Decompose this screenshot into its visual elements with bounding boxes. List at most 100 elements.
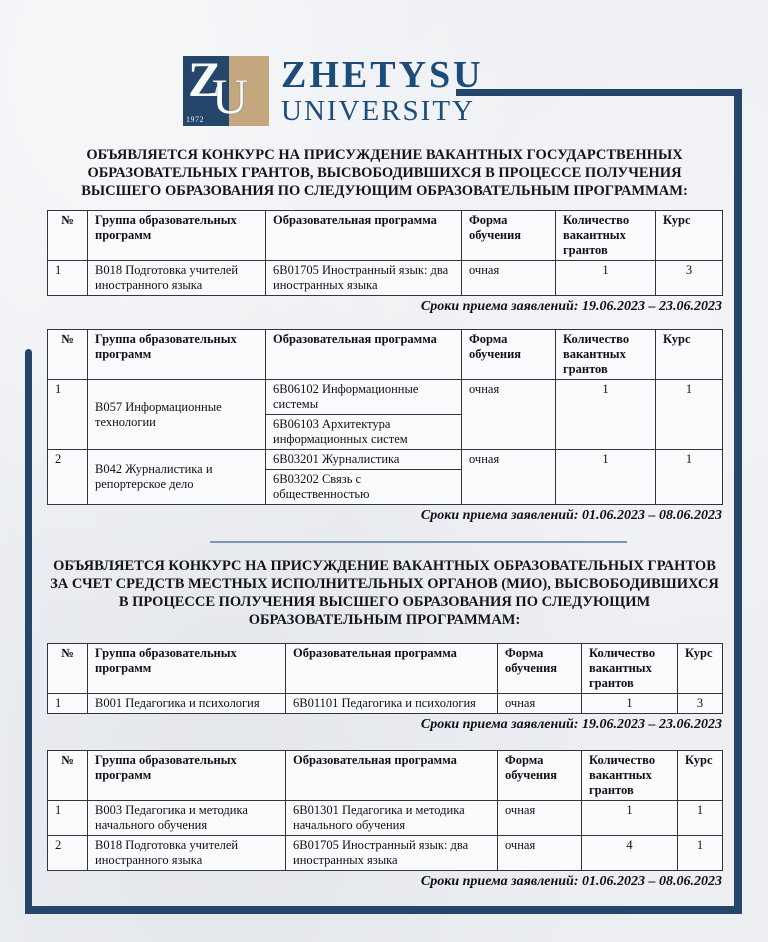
col-header-num: № xyxy=(47,329,88,380)
cell-program: 6В06103 Архитектура информационных систе… xyxy=(265,414,462,450)
university-emblem-icon: Z U 1972 xyxy=(183,51,269,126)
col-header-course: Курс xyxy=(655,329,723,380)
emblem-founding-year: 1972 xyxy=(186,115,204,124)
cell-course: 1 xyxy=(677,800,723,836)
cell-program: 6В06102 Информационные системы xyxy=(265,379,462,415)
cell-course: 1 xyxy=(655,379,723,450)
deadline-note-4: Сроки приема заявлений: 01.06.2023 – 08.… xyxy=(420,874,722,889)
cell-form: очная xyxy=(497,693,582,714)
cell-form: очная xyxy=(461,260,556,296)
col-header-grants: Количество вакантных грантов xyxy=(581,643,678,694)
cell-course: 3 xyxy=(677,693,723,714)
table-header-row: № Группа образовательных программ Образо… xyxy=(47,210,723,261)
cell-form: очная xyxy=(461,449,556,505)
cell-group: В057 Информационные технологии xyxy=(87,379,266,450)
cell-grants: 1 xyxy=(555,379,656,450)
table-header-row: № Группа образовательных программ Образо… xyxy=(47,329,723,380)
cell-course: 1 xyxy=(655,449,723,505)
table-row: 1 В003 Педагогика и методика начального … xyxy=(47,800,723,836)
col-header-program: Образовательная программа xyxy=(285,643,498,694)
col-header-grants: Количество вакантных грантов xyxy=(555,210,656,261)
col-header-group: Группа образовательных программ xyxy=(87,210,266,261)
col-header-num: № xyxy=(47,643,88,694)
logo-title: ZHETYSU xyxy=(281,54,484,96)
frame-left-bar xyxy=(25,349,32,906)
state-grants-table-1: № Группа образовательных программ Образо… xyxy=(47,210,723,296)
mio-grants-table-2: № Группа образовательных программ Образо… xyxy=(47,750,723,871)
cell-num: 1 xyxy=(47,800,88,836)
col-header-program: Образовательная программа xyxy=(285,750,498,801)
cell-grants: 1 xyxy=(581,693,678,714)
cell-group: В003 Педагогика и методика начального об… xyxy=(87,800,286,836)
announcement-body: ОБЪЯВЛЯЕТСЯ КОНКУРС НА ПРИСУЖДЕНИЕ ВАКАН… xyxy=(47,130,723,891)
cell-program: 6В03202 Связь с общественностью xyxy=(265,469,462,505)
cell-grants: 1 xyxy=(555,449,656,505)
frame-top-right-bar xyxy=(456,89,742,96)
cell-form: очная xyxy=(497,800,582,836)
emblem-letter-z: Z xyxy=(188,51,222,107)
col-header-grants: Количество вакантных грантов xyxy=(555,329,656,380)
state-grants-table-2: № Группа образовательных программ Образо… xyxy=(47,329,723,505)
section-divider-line xyxy=(210,541,627,543)
col-header-program: Образовательная программа xyxy=(265,210,462,261)
col-header-num: № xyxy=(47,750,88,801)
mio-grants-table-1: № Группа образовательных программ Образо… xyxy=(47,643,723,714)
cell-program: 6В01301 Педагогика и методика начального… xyxy=(285,800,498,836)
col-header-group: Группа образовательных программ xyxy=(87,329,266,380)
logo-wordmark: ZHETYSU UNIVERSITY xyxy=(281,56,484,126)
cell-course: 1 xyxy=(677,835,723,871)
cell-course: 3 xyxy=(655,260,723,296)
col-header-course: Курс xyxy=(655,210,723,261)
cell-grants: 1 xyxy=(581,800,678,836)
frame-right-bar xyxy=(734,89,742,914)
cell-grants: 1 xyxy=(555,260,656,296)
cell-num: 1 xyxy=(47,693,88,714)
col-header-form: Форма обучения xyxy=(461,329,556,380)
col-header-form: Форма обучения xyxy=(461,210,556,261)
col-header-grants: Количество вакантных грантов xyxy=(581,750,678,801)
deadline-note-2: Сроки приема заявлений: 01.06.2023 – 08.… xyxy=(420,508,722,523)
table-row: 2 В042 Журналистика и репортерское дело … xyxy=(47,449,723,505)
cell-group: В018 Подготовка учителей иностранного яз… xyxy=(87,835,286,871)
cell-form: очная xyxy=(497,835,582,871)
announcement-heading-mio-grants: ОБЪЯВЛЯЕТСЯ КОНКУРС НА ПРИСУЖДЕНИЕ ВАКАН… xyxy=(50,558,719,628)
col-header-group: Группа образовательных программ xyxy=(87,750,286,801)
cell-group: В018 Подготовка учителей иностранного яз… xyxy=(87,260,266,296)
logo-subtitle: UNIVERSITY xyxy=(281,95,475,127)
table-row: 1 В001 Педагогика и психология 6В01101 П… xyxy=(47,693,723,714)
table-subrow: 6В03202 Связь с общественностью xyxy=(48,469,723,505)
col-header-course: Курс xyxy=(677,643,723,694)
table-row: 1 В018 Подготовка учителей иностранного … xyxy=(47,260,723,296)
frame-bottom-bar xyxy=(25,906,742,914)
announcement-heading-state-grants: ОБЪЯВЛЯЕТСЯ КОНКУРС НА ПРИСУЖДЕНИЕ ВАКАН… xyxy=(81,147,688,199)
emblem-letter-u: U xyxy=(212,68,249,124)
table-row: 2 В018 Подготовка учителей иностранного … xyxy=(47,835,723,871)
cell-num: 1 xyxy=(47,260,88,296)
cell-form: очная xyxy=(461,379,556,450)
cell-num: 2 xyxy=(47,449,88,505)
cell-group: В042 Журналистика и репортерское дело xyxy=(87,449,266,505)
table-row: 1 В057 Информационные технологии 6В06102… xyxy=(47,379,723,450)
emblem-tan-block xyxy=(229,56,269,126)
col-header-program: Образовательная программа xyxy=(265,329,462,380)
cell-program: 6В01101 Педагогика и психология xyxy=(285,693,498,714)
col-header-course: Курс xyxy=(677,750,723,801)
table-subrow: 6В06103 Архитектура информационных систе… xyxy=(48,414,723,450)
deadline-note-1: Сроки приема заявлений: 19.06.2023 – 23.… xyxy=(420,299,722,314)
cell-program: 6В01705 Иностранный язык: два иностранны… xyxy=(265,260,462,296)
table-header-row: № Группа образовательных программ Образо… xyxy=(47,750,723,801)
col-header-num: № xyxy=(47,210,88,261)
cell-program: 6В01705 Иностранный язык: два иностранны… xyxy=(285,835,498,871)
col-header-form: Форма обучения xyxy=(497,750,582,801)
cell-num: 2 xyxy=(47,835,88,871)
table-header-row: № Группа образовательных программ Образо… xyxy=(47,643,723,694)
cell-group: В001 Педагогика и психология xyxy=(87,693,286,714)
deadline-note-3: Сроки приема заявлений: 19.06.2023 – 23.… xyxy=(420,717,722,732)
university-logo: Z U 1972 ZHETYSU UNIVERSITY xyxy=(183,51,484,126)
cell-grants: 4 xyxy=(581,835,678,871)
emblem-navy-block xyxy=(183,56,229,126)
col-header-form: Форма обучения xyxy=(497,643,582,694)
col-header-group: Группа образовательных программ xyxy=(87,643,286,694)
cell-num: 1 xyxy=(47,379,88,450)
cell-program: 6В03201 Журналистика xyxy=(265,449,462,470)
